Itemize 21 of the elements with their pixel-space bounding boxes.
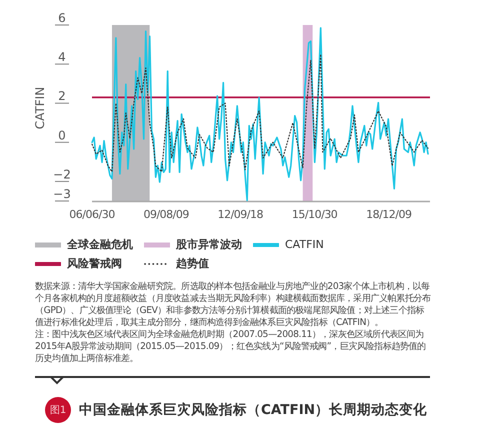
y-axis-title: CATFIN: [33, 86, 47, 130]
y-tick-label: −3: [53, 187, 71, 201]
source-note: 数据来源：清华大学国家金融研究院。所选取的样本包括金融业与房地产业的203家个体上市机构，以每个月各家机构的月度超额收益（月度收益减去当期无风险利率）构建横截面数据库，采用广义帕累托分布（GPD）、广义极值理论（GEV）和非参数方法等分别计算横截面的极端尾部风险值；对上述三个指标值进行标准化处理后，取其主成分部分，继而构造得到金融体系巨灾风险指标（CATFIN）。: [35, 281, 431, 329]
x-tick-label: 09/08/09: [143, 208, 190, 221]
y-tick-label: −2: [53, 167, 71, 182]
legend-label: 趋势值: [176, 256, 209, 271]
text: 中国金融体系巨灾风险指标（CATFIN）长周期动态变化: [79, 401, 428, 419]
y-tick-label: 2: [58, 89, 66, 104]
text: 注：图中浅灰色区域代表区间为全球金融危机时期（2007.05—2008.11），深灰色区域所代表区间为2015年A股异常波动期间（2015.05—2015.09）；红色实线为“风险警戒阀”，巨灾风险指标趋势值的历史均值加上两倍标准差。: [35, 329, 427, 365]
x-tick-label: 15/10/30: [292, 208, 338, 221]
y-tick-label: 6: [58, 11, 66, 25]
legend-label: 风险警戒阀: [67, 256, 122, 271]
legend-label: 全球金融危机: [67, 237, 133, 252]
x-tick-label: 18/12/09: [366, 208, 412, 221]
legend-label: 股市异常波动: [176, 237, 242, 252]
y-tick-label: 0: [58, 128, 66, 142]
x-tick-label: 12/09/18: [218, 208, 264, 221]
legend-label: CATFIN: [285, 238, 324, 251]
y-tick-label: 4: [58, 50, 66, 64]
caption: 图1: [45, 397, 71, 423]
x-tick-label: 06/06/30: [69, 208, 116, 221]
